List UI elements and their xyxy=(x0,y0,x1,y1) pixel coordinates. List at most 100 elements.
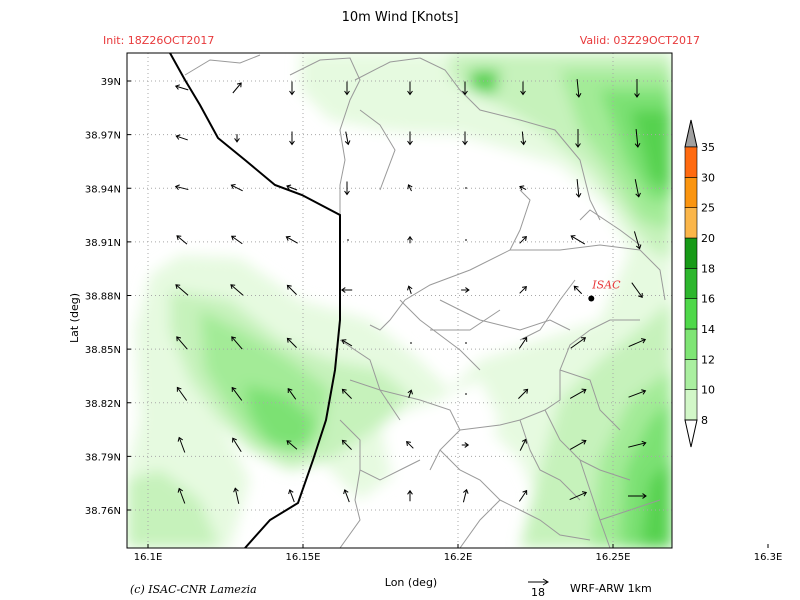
wind-vector xyxy=(286,184,298,191)
wind-vector xyxy=(343,489,350,503)
wind-vector xyxy=(341,388,352,399)
wind-vector xyxy=(177,436,186,453)
wind-vector xyxy=(231,235,243,245)
colorbar-segment xyxy=(684,328,698,360)
wind-vector xyxy=(461,442,470,448)
wind-vector xyxy=(341,439,352,450)
y-tick-label: 38.76N xyxy=(85,506,121,517)
wind-vector xyxy=(628,440,647,448)
wind-vector xyxy=(407,389,413,398)
wind-vector xyxy=(462,131,468,146)
wind-vector xyxy=(569,439,587,450)
wind-vector xyxy=(407,184,413,192)
wind-vector xyxy=(519,236,527,244)
wind-vector xyxy=(462,81,468,96)
wind-vector xyxy=(340,287,353,293)
wind-vector xyxy=(232,82,242,94)
wind-vectors xyxy=(174,78,647,504)
y-tick-label: 38.88N xyxy=(85,292,121,303)
wind-vector xyxy=(344,81,350,96)
wind-vector xyxy=(628,338,647,348)
y-tick-label: 38.94N xyxy=(85,184,121,195)
wind-vector xyxy=(634,179,641,198)
wind-vector xyxy=(519,185,527,191)
init-time-label: Init: 18Z26OCT2017 xyxy=(103,34,214,47)
wind-vector xyxy=(176,235,188,245)
isac-station-marker xyxy=(588,295,595,302)
wind-vector xyxy=(407,489,413,502)
colorbar: 8 10 12 14 16 18 20 25 30 35 xyxy=(684,119,715,448)
wind-vector xyxy=(286,337,297,348)
colorbar-label: 18 xyxy=(701,262,715,275)
wind-vector xyxy=(569,388,587,399)
wind-vector xyxy=(289,131,295,146)
wind-vector xyxy=(287,388,297,400)
wind-vector xyxy=(570,235,586,245)
wind-vector xyxy=(174,84,189,91)
wind-vector xyxy=(231,386,243,401)
wind-vector xyxy=(176,336,188,350)
wind-vector xyxy=(175,134,188,141)
colorbar-label: 16 xyxy=(701,293,715,306)
wind-vector xyxy=(285,235,298,244)
wind-vector xyxy=(232,437,242,453)
wind-vector xyxy=(634,128,641,148)
wind-vector xyxy=(344,181,350,196)
wind-vector xyxy=(518,388,529,399)
colorbar-label: 35 xyxy=(701,141,715,154)
reference-vector-value: 18 xyxy=(531,586,545,599)
y-tick-label: 38.91N xyxy=(85,238,121,249)
wind-vector xyxy=(175,284,189,296)
colorbar-segment xyxy=(684,298,698,330)
y-tick-label: 38.82N xyxy=(85,399,121,410)
y-tick-label: 38.97N xyxy=(85,131,121,142)
wind-vector xyxy=(174,184,189,191)
copyright-footer: (c) ISAC-CNR Lamezia xyxy=(130,583,257,596)
colorbar-segment xyxy=(684,146,698,178)
grid-lines xyxy=(127,53,672,548)
wind-vector xyxy=(631,282,643,299)
wind-vector xyxy=(289,81,295,96)
wind-vector xyxy=(233,487,240,504)
wind-vector xyxy=(520,81,526,96)
wind-vector xyxy=(344,131,351,146)
wind-vector xyxy=(177,487,186,504)
wind-vector xyxy=(461,287,470,293)
wind-vector xyxy=(288,489,295,503)
wind-vector xyxy=(634,79,640,98)
x-tick-label: 16.3E xyxy=(754,552,783,563)
wind-vector xyxy=(628,389,647,398)
colorbar-under-triangle xyxy=(684,419,698,448)
model-label: WRF-ARW 1km xyxy=(570,582,652,595)
y-tick-label: 39N xyxy=(101,77,121,88)
wind-vector xyxy=(230,284,244,296)
wind-vector xyxy=(286,284,297,295)
x-tick-label: 16.25E xyxy=(596,552,631,563)
y-tick-labels: 38.76N 38.79N 38.82N 38.85N 38.88N 38.91N 38.9… xyxy=(85,77,131,517)
coastline xyxy=(169,53,341,548)
map-title: 10m Wind [Knots] xyxy=(342,10,459,25)
wind-vector xyxy=(633,231,642,250)
plot-frame xyxy=(126,52,673,549)
valid-time-label: Valid: 03Z29OCT2017 xyxy=(580,34,700,47)
y-tick-label: 38.79N xyxy=(85,452,121,463)
wind-vector xyxy=(286,440,298,450)
wind-vector xyxy=(519,438,527,451)
x-axis-label: Lon (deg) xyxy=(385,576,437,589)
colorbar-label: 8 xyxy=(701,414,708,427)
wind-vector xyxy=(518,336,528,349)
wind-vector xyxy=(462,488,469,503)
colorbar-label: 20 xyxy=(701,232,715,245)
colorbar-segment xyxy=(684,237,698,269)
wind-vector xyxy=(407,131,413,146)
colorbar-segment xyxy=(684,177,698,208)
wind-vector xyxy=(407,81,413,96)
wind-vector xyxy=(520,131,527,146)
wind-vector xyxy=(575,178,582,198)
wind-vector xyxy=(519,286,527,294)
wind-vector xyxy=(231,336,243,350)
y-axis-label: Lat (deg) xyxy=(68,293,81,343)
wind-vector xyxy=(518,489,528,502)
